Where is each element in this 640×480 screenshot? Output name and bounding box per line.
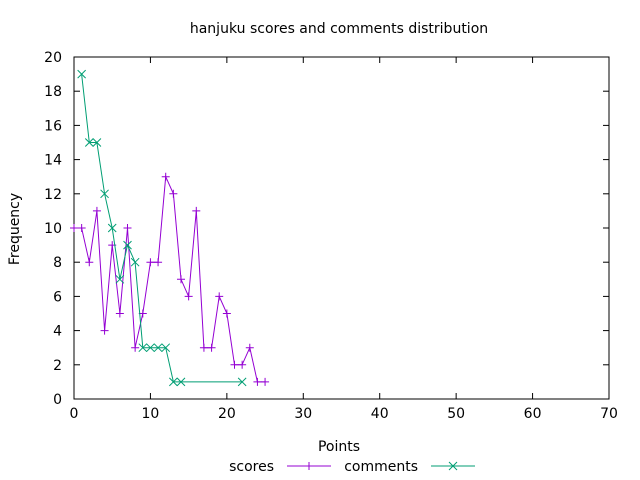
legend-marker-comments xyxy=(448,461,458,471)
x-tick-label: 10 xyxy=(142,406,160,422)
legend: scores comments xyxy=(229,459,475,475)
data-point-scores xyxy=(261,377,270,386)
data-point-comments xyxy=(138,343,148,353)
x-tick-label: 20 xyxy=(218,406,236,422)
data-point-comments xyxy=(107,223,117,233)
x-axis-label: Points xyxy=(318,439,360,455)
legend-item-scores: scores xyxy=(229,459,331,475)
x-tick-label: 40 xyxy=(371,406,389,422)
data-point-scores xyxy=(253,377,262,386)
y-tick-label: 18 xyxy=(44,84,62,100)
data-point-comments xyxy=(130,257,140,267)
data-point-comments xyxy=(161,343,171,353)
legend-label: scores xyxy=(229,459,274,475)
data-point-comments xyxy=(123,240,132,250)
data-point-comments xyxy=(176,377,186,387)
y-tick-label: 4 xyxy=(53,324,62,340)
data-point-scores xyxy=(207,343,216,352)
data-point-scores xyxy=(146,258,155,267)
legend-item-comments: comments xyxy=(344,459,475,475)
data-point-scores xyxy=(215,292,224,301)
x-tick-label: 70 xyxy=(600,406,618,422)
series-line-comments xyxy=(81,74,243,383)
axes: 0 10 20 30 40 50 60 70 0 2 4 6 8 10 12 14 16 18 20 xyxy=(44,50,618,422)
data-point-comments xyxy=(77,69,86,79)
data-point-scores xyxy=(199,343,208,352)
chart-title: hanjuku scores and comments distribution xyxy=(190,21,488,37)
series-scores xyxy=(70,172,270,386)
data-point-scores xyxy=(222,309,231,318)
data-point-scores xyxy=(92,206,101,215)
y-tick-label: 16 xyxy=(44,118,62,134)
data-point-comments xyxy=(237,377,247,387)
data-point-scores xyxy=(85,258,94,267)
x-tick-label: 0 xyxy=(70,406,79,422)
data-point-scores xyxy=(100,326,109,335)
data-point-comments xyxy=(169,377,178,387)
y-tick-label: 8 xyxy=(53,255,62,271)
data-point-scores xyxy=(154,258,163,267)
data-point-scores xyxy=(245,343,254,352)
x-tick-label: 50 xyxy=(447,406,465,422)
legend-label: comments xyxy=(344,459,418,475)
data-point-scores xyxy=(238,360,247,369)
data-point-scores xyxy=(131,343,140,352)
y-axis-label: Frequency xyxy=(7,193,23,265)
data-point-scores xyxy=(115,309,124,318)
data-point-scores xyxy=(230,360,239,369)
x-tick-label: 30 xyxy=(294,406,312,422)
y-tick-label: 6 xyxy=(53,289,62,305)
data-point-scores xyxy=(77,224,86,232)
legend-marker-scores xyxy=(305,462,313,470)
y-tick-label: 12 xyxy=(44,187,62,203)
x-tick-label: 60 xyxy=(524,406,542,422)
data-point-scores xyxy=(177,275,185,284)
data-point-comments xyxy=(100,189,109,199)
data-point-comments xyxy=(115,274,125,284)
data-point-scores xyxy=(70,224,78,232)
data-point-comments xyxy=(146,343,155,353)
y-tick-label: 14 xyxy=(44,153,62,169)
y-tick-label: 10 xyxy=(44,221,62,237)
data-point-scores xyxy=(161,172,170,181)
data-point-scores xyxy=(123,224,132,232)
y-tick-label: 0 xyxy=(53,392,62,408)
data-point-scores xyxy=(184,292,193,301)
plot-area xyxy=(70,69,270,387)
y-tick-label: 2 xyxy=(53,358,62,374)
data-point-comments xyxy=(153,343,163,353)
series-line-scores xyxy=(74,174,266,383)
data-point-scores xyxy=(169,189,178,198)
data-point-scores xyxy=(192,206,201,215)
series-comments xyxy=(77,69,247,387)
data-point-comments xyxy=(92,138,102,147)
data-point-comments xyxy=(84,138,94,147)
y-tick-label: 20 xyxy=(44,50,62,66)
